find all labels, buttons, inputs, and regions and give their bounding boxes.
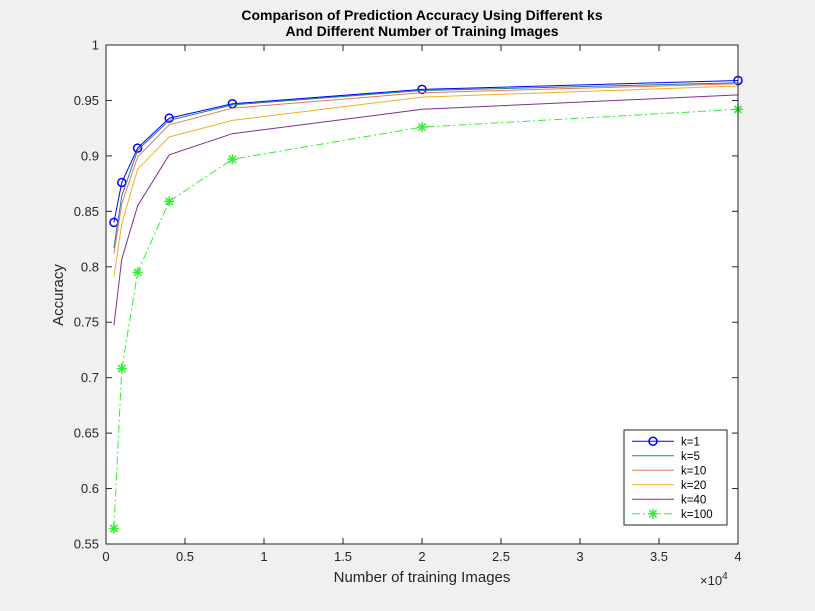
x-tick-label: 3 (576, 549, 583, 564)
x-tick-label: 0 (102, 549, 109, 564)
x-tick-label: 2 (418, 549, 425, 564)
legend-label: k=10 (681, 465, 706, 477)
series-line-k-40 (113, 94, 739, 326)
series-line-k-1 (113, 80, 739, 223)
x-tick-label: 4 (734, 549, 741, 564)
legend-entry-k-20: k=20 (632, 480, 706, 492)
data-point-k-100 (417, 122, 427, 133)
data-point-k-100 (227, 154, 238, 165)
series-k-100 (108, 104, 743, 534)
data-point-k-100 (116, 363, 127, 374)
legend-label: k=100 (681, 509, 713, 521)
legend-entry-k-5: k=5 (632, 451, 700, 463)
legend-entry-k-100: k=100 (632, 508, 713, 521)
y-tick-label: 1 (92, 38, 99, 53)
legend-box (623, 429, 728, 526)
chart-title-line-1: Comparison of Prediction Accuracy Using … (241, 7, 602, 23)
y-tick-label: 0.85 (74, 204, 99, 219)
data-point-k-1 (164, 113, 174, 123)
y-tick-label: 0.6 (81, 481, 99, 496)
plot-frame (105, 44, 739, 545)
legend-entry-k-40: k=40 (632, 494, 706, 506)
y-tick-label: 0.9 (81, 148, 99, 163)
x-axis-ticks: 0 0.5 1 1.5 2 2.5 3 3.5 4 (102, 45, 742, 564)
data-point-k-100 (164, 196, 175, 207)
y-axis-ticks: 0.55 0.6 0.65 0.7 0.75 0.8 0.85 0.9 0.95 1 (74, 38, 738, 552)
data-point-k-100 (132, 267, 143, 278)
y-tick-label: 0.65 (74, 426, 99, 441)
x-tick-label: 1 (260, 549, 267, 564)
legend-entry-k-1: k=1 (632, 436, 700, 448)
legend-marker (648, 436, 658, 446)
series-k-20 (113, 85, 739, 277)
legend-label: k=5 (681, 451, 700, 463)
x-tick-label: 2.5 (492, 549, 510, 564)
x-tick-label: 1.5 (334, 549, 352, 564)
x-axis-exponent: ×104 (700, 571, 728, 588)
legend-label: k=1 (681, 436, 700, 448)
y-tick-label: 0.8 (81, 259, 99, 274)
series-k-1 (109, 75, 743, 228)
data-point-k-100 (108, 523, 119, 534)
series-k-5 (113, 82, 739, 248)
series-k-40 (113, 94, 739, 326)
legend-label: k=40 (681, 494, 706, 506)
y-tick-label: 0.75 (74, 315, 99, 330)
y-tick-label: 0.7 (81, 370, 99, 385)
y-tick-label: 0.95 (74, 93, 99, 108)
legend: k=1 k=5 k=10 k=20 k=40 k=100 (623, 429, 728, 526)
series-layer (108, 75, 743, 534)
legend-entry-k-10: k=10 (632, 465, 706, 477)
y-tick-label: 0.55 (74, 537, 99, 552)
data-point-k-1 (417, 84, 427, 95)
series-line-k-10 (113, 83, 739, 254)
x-tick-label: 0.5 (176, 549, 194, 564)
chart-title-line-2: And Different Number of Training Images (285, 23, 558, 39)
y-axis-label: Accuracy (50, 264, 67, 326)
data-point-k-1 (132, 143, 143, 153)
x-tick-label: 3.5 (650, 549, 668, 564)
legend-label: k=20 (681, 480, 706, 492)
legend-marker (648, 508, 658, 519)
series-line-k-5 (113, 82, 739, 248)
series-k-10 (113, 83, 739, 254)
x-axis-label: Number of training Images (334, 569, 511, 586)
data-point-k-1 (117, 177, 127, 188)
series-line-k-20 (113, 85, 739, 277)
